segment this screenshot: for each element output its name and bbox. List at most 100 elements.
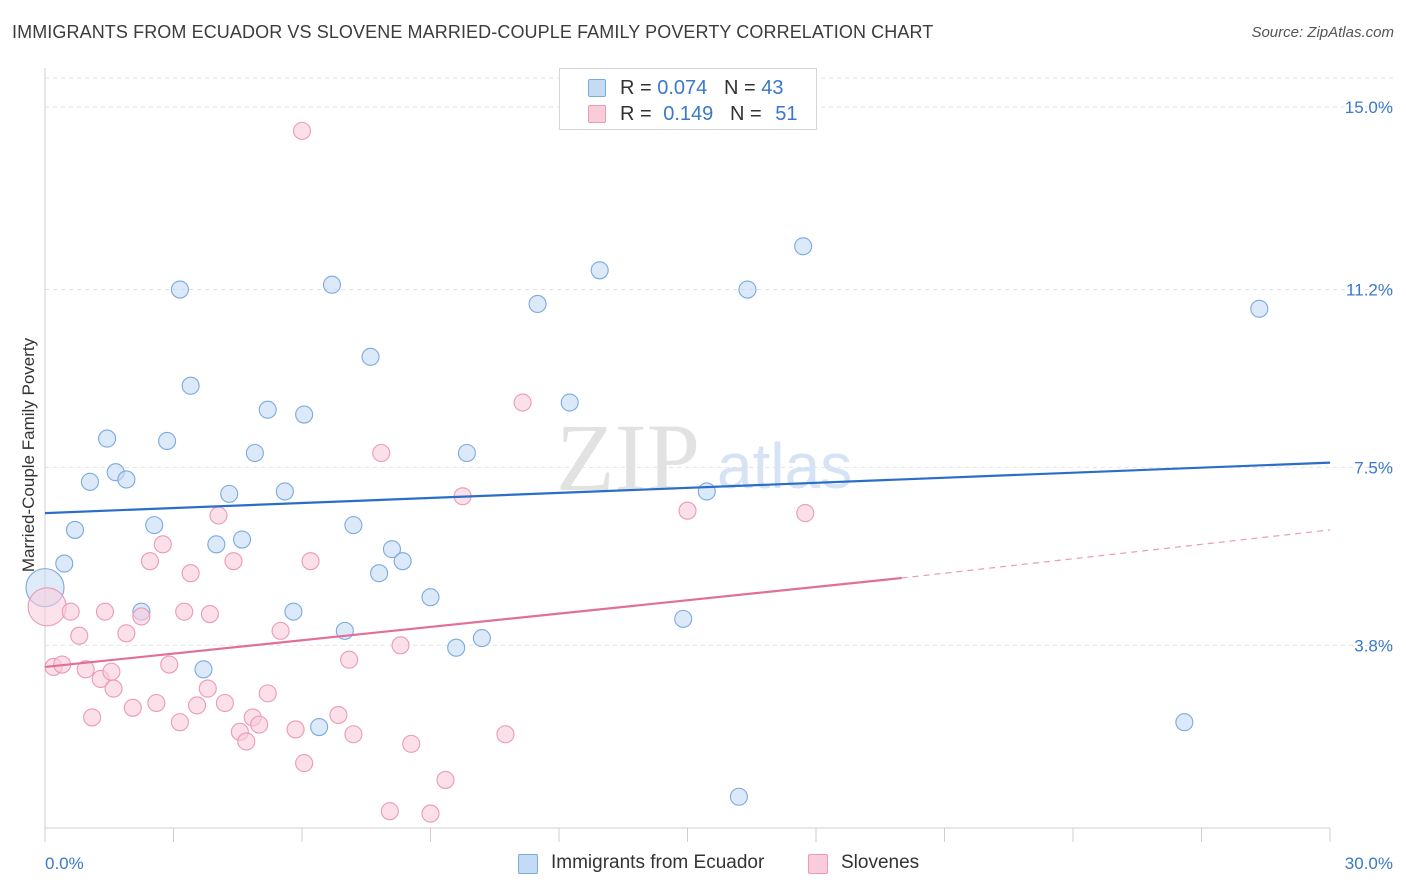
ecuador-point[interactable]	[1175, 713, 1194, 732]
slovenes-point[interactable]	[123, 698, 142, 717]
ecuador-point[interactable]	[65, 520, 85, 539]
ecuador-point[interactable]	[310, 717, 329, 737]
source-credit[interactable]: Source: ZipAtlas.com	[1251, 24, 1394, 41]
slovenes-point[interactable]	[421, 804, 440, 823]
gridlines	[45, 77, 1395, 646]
n-value-slovenes: 51	[775, 103, 798, 125]
ecuador-point[interactable]	[528, 294, 547, 314]
ecuador-point[interactable]	[447, 638, 466, 657]
slovenes-point[interactable]	[70, 626, 89, 645]
r-value-slovenes: 0.149	[663, 103, 714, 125]
slovenes-trend-line	[44, 576, 902, 669]
ecuador-point[interactable]	[117, 470, 136, 489]
ecuador-point[interactable]	[674, 609, 693, 628]
slovenes-point[interactable]	[76, 660, 95, 679]
ecuador-point[interactable]	[158, 431, 177, 451]
ecuador-point[interactable]	[55, 554, 74, 573]
slovenes-point[interactable]	[513, 393, 532, 412]
slovenes-point[interactable]	[258, 684, 277, 703]
slovenes-point[interactable]	[292, 121, 312, 140]
slovenes-point[interactable]	[344, 725, 363, 744]
ecuador-point[interactable]	[421, 588, 440, 607]
ecuador-point[interactable]	[80, 472, 100, 491]
ecuador-point[interactable]	[232, 530, 252, 549]
slovenes-point[interactable]	[209, 506, 228, 525]
ecuador-point[interactable]	[1250, 299, 1269, 318]
slovenes-point[interactable]	[215, 693, 234, 713]
ecuador-point[interactable]	[697, 482, 716, 501]
slovenes-point[interactable]	[104, 679, 123, 698]
slovenes-point[interactable]	[95, 602, 115, 621]
y-tick-label: 11.2%	[1346, 281, 1393, 300]
ecuador-point[interactable]	[170, 280, 189, 299]
slovenes-point[interactable]	[329, 705, 348, 725]
slovenes-point[interactable]	[301, 552, 320, 571]
ecuador-point[interactable]	[295, 405, 314, 424]
ecuador-point[interactable]	[590, 261, 609, 280]
ecuador-point[interactable]	[457, 443, 476, 463]
legend-swatch-pink	[588, 105, 606, 123]
slovenes-point[interactable]	[796, 504, 815, 523]
slovenes-point[interactable]	[436, 770, 455, 789]
slovenes-point[interactable]	[181, 564, 200, 583]
ecuador-point[interactable]	[729, 787, 748, 806]
ecuador-point[interactable]	[738, 280, 757, 299]
ecuador-point[interactable]	[194, 660, 213, 679]
ecuador-point[interactable]	[145, 516, 164, 535]
slovenes-point[interactable]	[678, 501, 697, 520]
slovenes-point[interactable]	[237, 732, 256, 751]
ecuador-point[interactable]	[181, 376, 200, 395]
slovenes-point[interactable]	[372, 443, 391, 463]
axes	[44, 68, 1331, 842]
slovenes-point[interactable]	[132, 607, 151, 626]
ecuador-point[interactable]	[258, 400, 277, 419]
ecuador-point[interactable]	[322, 275, 342, 294]
ecuador-point[interactable]	[361, 347, 380, 366]
slovenes-point[interactable]	[147, 693, 166, 713]
slovenes-point[interactable]	[83, 708, 102, 727]
ecuador-point[interactable]	[382, 540, 402, 559]
slovenes-point[interactable]	[250, 715, 269, 734]
slovenes-point[interactable]	[61, 602, 80, 621]
legend-swatch-pink-bottom	[808, 854, 828, 874]
slovenes-point[interactable]	[340, 650, 359, 669]
slovenes-point[interactable]	[188, 696, 207, 715]
slovenes-point[interactable]	[295, 754, 314, 773]
slovenes-point[interactable]	[27, 587, 67, 627]
y-tick-label: 7.5%	[1354, 458, 1393, 477]
data-points	[25, 121, 1269, 823]
ecuador-point[interactable]	[393, 552, 412, 571]
slovenes-point[interactable]	[271, 621, 290, 640]
slovenes-point[interactable]	[200, 605, 219, 624]
watermark-atlas: atlas	[717, 430, 852, 502]
ecuador-point[interactable]	[275, 482, 294, 501]
ecuador-point[interactable]	[284, 602, 303, 621]
slovenes-point[interactable]	[170, 713, 189, 732]
slovenes-point[interactable]	[175, 602, 194, 621]
slovenes-point[interactable]	[496, 725, 515, 744]
slovenes-point[interactable]	[160, 655, 179, 674]
ecuador-point[interactable]	[344, 516, 363, 535]
ecuador-point[interactable]	[207, 535, 226, 554]
slovenes-point[interactable]	[198, 679, 217, 698]
ecuador-point[interactable]	[370, 564, 389, 583]
ecuador-point[interactable]	[560, 393, 579, 412]
slovenes-point[interactable]	[402, 734, 421, 753]
slovenes-point[interactable]	[117, 624, 136, 643]
slovenes-point[interactable]	[224, 552, 243, 571]
slovenes-point[interactable]	[102, 662, 121, 681]
ecuador-point[interactable]	[98, 429, 117, 448]
slovenes-point[interactable]	[380, 802, 399, 821]
y-tick-label: 15.0%	[1345, 98, 1393, 117]
slovenes-point[interactable]	[140, 552, 159, 571]
legend-text-slovenes: R = 0.149 N = 51	[620, 103, 798, 125]
ecuador-point[interactable]	[220, 484, 239, 503]
n-value-ecuador: 43	[761, 77, 784, 99]
slovenes-point[interactable]	[286, 720, 305, 739]
ecuador-point[interactable]	[794, 237, 813, 256]
ecuador-point[interactable]	[472, 629, 491, 648]
slovenes-point[interactable]	[391, 636, 410, 655]
ecuador-point[interactable]	[245, 443, 264, 463]
slovenes-point[interactable]	[153, 535, 172, 554]
